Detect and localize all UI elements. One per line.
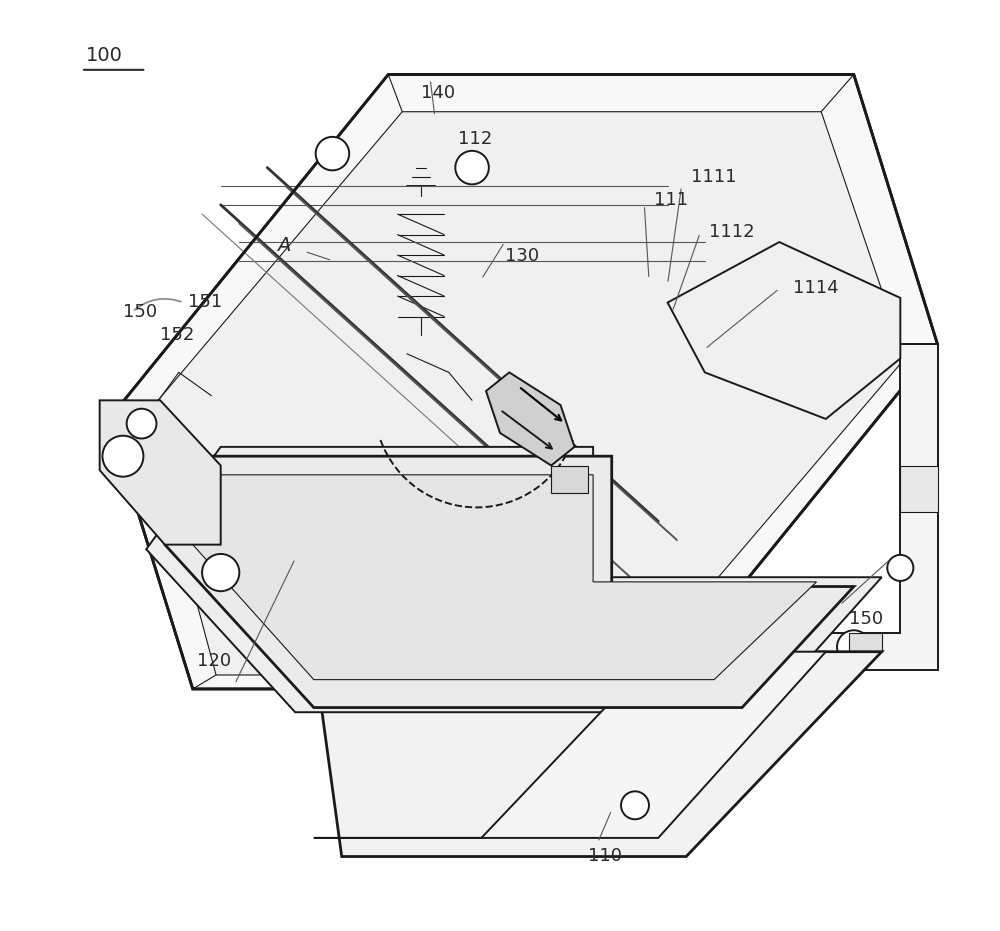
- Text: 1112: 1112: [709, 223, 755, 241]
- Text: 140: 140: [421, 84, 455, 101]
- Text: 150: 150: [849, 610, 883, 627]
- Polygon shape: [100, 400, 221, 545]
- Circle shape: [837, 630, 871, 664]
- Text: 112: 112: [458, 130, 492, 148]
- Text: A: A: [277, 236, 290, 255]
- Text: 151: 151: [188, 293, 222, 311]
- Text: 1111: 1111: [691, 168, 736, 185]
- Text: 120: 120: [197, 652, 232, 669]
- Bar: [551, 466, 588, 493]
- Circle shape: [102, 436, 143, 477]
- Polygon shape: [733, 344, 938, 670]
- Polygon shape: [146, 112, 905, 675]
- Polygon shape: [165, 456, 854, 708]
- Polygon shape: [193, 475, 817, 680]
- Circle shape: [127, 409, 156, 439]
- Text: 130: 130: [505, 247, 539, 264]
- Text: 1114: 1114: [793, 279, 839, 297]
- Text: 152: 152: [160, 326, 195, 344]
- Circle shape: [455, 151, 489, 184]
- Polygon shape: [900, 466, 938, 512]
- Circle shape: [202, 554, 239, 591]
- Text: 100: 100: [86, 46, 123, 64]
- Polygon shape: [486, 372, 574, 466]
- Text: 110: 110: [588, 847, 622, 865]
- Polygon shape: [314, 652, 826, 838]
- Circle shape: [887, 555, 913, 581]
- Polygon shape: [668, 242, 900, 419]
- Polygon shape: [849, 633, 882, 652]
- Circle shape: [316, 137, 349, 170]
- Text: 150: 150: [123, 303, 157, 320]
- Text: 111: 111: [654, 191, 688, 209]
- Polygon shape: [314, 652, 882, 857]
- Polygon shape: [146, 447, 882, 712]
- Polygon shape: [109, 74, 938, 689]
- Circle shape: [621, 791, 649, 819]
